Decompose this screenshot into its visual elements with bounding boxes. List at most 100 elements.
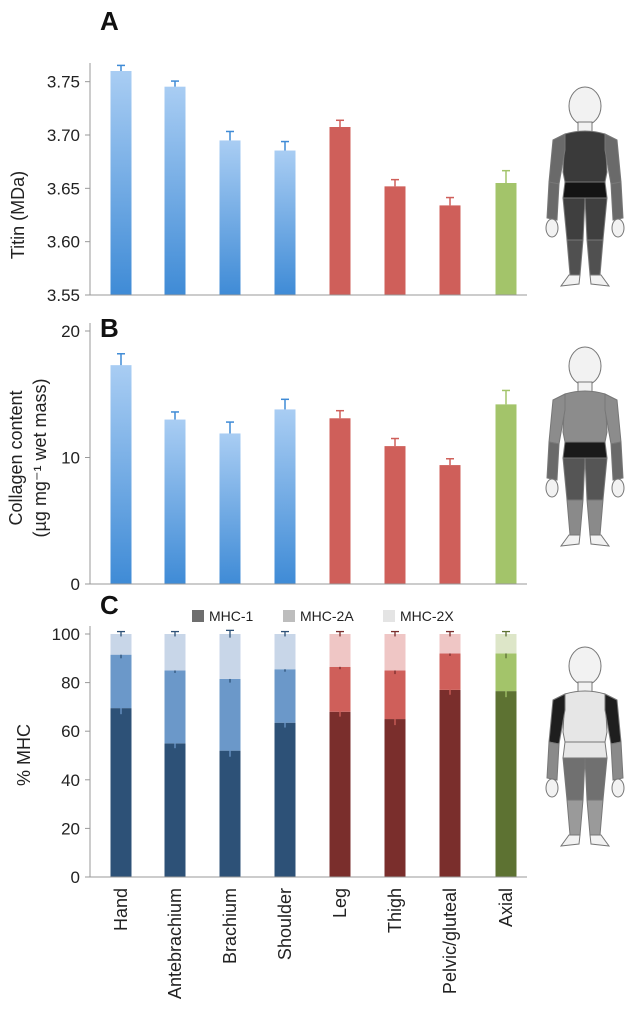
y-axis-label-b-units: (µg mg⁻¹ wet mass) <box>30 379 50 538</box>
body-right-forearm <box>610 441 624 481</box>
bar-leg <box>329 418 351 584</box>
legend-swatch-mhc2a <box>283 610 295 622</box>
stack-mhc2x-axial <box>495 634 517 654</box>
body-left-upper-arm <box>548 133 566 185</box>
stack-mhc1-brachium <box>219 750 241 877</box>
body-right-upper-arm <box>604 693 622 745</box>
legend-c: MHC-1 MHC-2A MHC-2X <box>192 608 454 624</box>
body-right-thigh <box>584 457 608 501</box>
stack-mhc1-antebrachium <box>164 743 186 877</box>
bar-axial <box>495 183 517 295</box>
body-left-leg <box>566 799 584 836</box>
x-label-shoulder: Shoulder <box>275 888 295 960</box>
stack-mhc2x-brachium <box>219 634 241 679</box>
y-tick-label: 60 <box>61 722 80 741</box>
stack-mhc2a-thigh <box>384 670 406 720</box>
x-label-leg: Leg <box>330 888 350 918</box>
legend-label-mhc2a: MHC-2A <box>300 608 354 624</box>
body-left-foot <box>559 534 581 547</box>
x-label-pelvic-gluteal: Pelvic/gluteal <box>440 888 460 994</box>
panel-label-a: A <box>100 6 119 36</box>
bar-brachium <box>219 433 241 584</box>
x-label-axial: Axial <box>496 888 516 927</box>
body-pelvis <box>562 181 608 199</box>
stack-mhc2a-shoulder <box>274 669 296 723</box>
bar-hand <box>110 365 132 584</box>
body-trunk <box>562 690 608 743</box>
body-left-foot <box>559 274 581 287</box>
y-tick-label: 20 <box>61 322 80 341</box>
y-tick-label: 100 <box>52 625 80 644</box>
stack-mhc2x-leg <box>329 634 351 667</box>
y-tick-label: 3.70 <box>47 126 80 145</box>
y-ticks-c: 0 20 40 60 80 100 <box>52 625 91 887</box>
body-left-foot <box>559 834 581 847</box>
panel-b: B Collagen content (µg mg⁻¹ wet mass) 0 1… <box>6 313 527 594</box>
legend-swatch-mhc2x <box>383 610 395 622</box>
bar-shoulder <box>274 409 296 584</box>
y-axis-label-a: Titin (MDa) <box>8 171 28 259</box>
stack-mhc1-axial <box>495 691 517 877</box>
bar-thigh <box>384 446 406 584</box>
stack-mhc2a-hand <box>110 654 132 709</box>
legend-label-mhc1: MHC-1 <box>209 608 254 624</box>
body-pelvis <box>562 741 608 759</box>
x-label-brachium: Brachium <box>220 888 240 964</box>
y-tick-label: 80 <box>61 674 80 693</box>
y-ticks-b: 0 10 20 <box>61 322 91 594</box>
y-tick-label: 3.60 <box>47 233 80 252</box>
bar-pelvic-gluteal <box>439 465 461 584</box>
bar-leg <box>329 127 351 295</box>
body-left-hand <box>545 778 559 798</box>
stack-mhc2x-shoulder <box>274 634 296 670</box>
x-label-antebrachium: Antebrachium <box>165 888 185 999</box>
body-trunk <box>562 390 608 443</box>
stack-mhc2a-axial <box>495 653 517 692</box>
body-left-upper-arm <box>548 393 566 445</box>
y-tick-label: 0 <box>71 575 80 594</box>
body-left-forearm <box>546 741 560 781</box>
legend-swatch-mhc1 <box>192 610 204 622</box>
body-figure-a-icon <box>545 86 625 287</box>
bar-antebrachium <box>164 86 186 296</box>
bar-brachium <box>219 140 241 295</box>
bars-c <box>110 629 517 877</box>
body-head <box>568 86 602 126</box>
bar-thigh <box>384 186 406 295</box>
body-left-leg <box>566 239 584 276</box>
x-label-hand: Hand <box>111 888 131 931</box>
body-right-foot <box>589 534 611 547</box>
stack-mhc2a-pelvic-gluteal <box>439 653 461 690</box>
body-pelvis <box>562 441 608 459</box>
panel-a: A Titin (MDa) 3.55 3.60 3.65 3.70 3.75 <box>8 6 527 305</box>
body-right-forearm <box>610 181 624 221</box>
x-category-labels: Hand Antebrachium Brachium Shoulder Leg Thigh… <box>111 888 516 999</box>
body-right-upper-arm <box>604 133 622 185</box>
y-tick-label: 20 <box>61 819 80 838</box>
stack-mhc2x-antebrachium <box>164 634 186 671</box>
stack-mhc1-leg <box>329 711 351 877</box>
stack-mhc2x-thigh <box>384 634 406 671</box>
body-figure-c-icon <box>545 646 625 847</box>
y-tick-label: 10 <box>61 449 80 468</box>
body-figure-b-icon <box>545 346 625 547</box>
stack-mhc1-hand <box>110 708 132 877</box>
body-left-thigh <box>562 757 586 801</box>
body-left-thigh <box>562 457 586 501</box>
body-right-thigh <box>584 197 608 241</box>
body-left-hand <box>545 218 559 238</box>
y-tick-label: 40 <box>61 771 80 790</box>
body-right-forearm <box>610 741 624 781</box>
bar-pelvic-gluteal <box>439 205 461 295</box>
bars-a <box>110 64 517 296</box>
body-right-hand <box>611 478 625 498</box>
x-label-thigh: Thigh <box>385 888 405 933</box>
legend-label-mhc2x: MHC-2X <box>400 608 454 624</box>
bar-antebrachium <box>164 419 186 584</box>
stack-mhc1-thigh <box>384 719 406 877</box>
body-right-upper-arm <box>604 393 622 445</box>
body-right-hand <box>611 778 625 798</box>
bar-axial <box>495 404 517 584</box>
panel-c: C MHC-1 MHC-2A MHC-2X % MHC 0 20 40 60 80 100… <box>14 590 527 999</box>
